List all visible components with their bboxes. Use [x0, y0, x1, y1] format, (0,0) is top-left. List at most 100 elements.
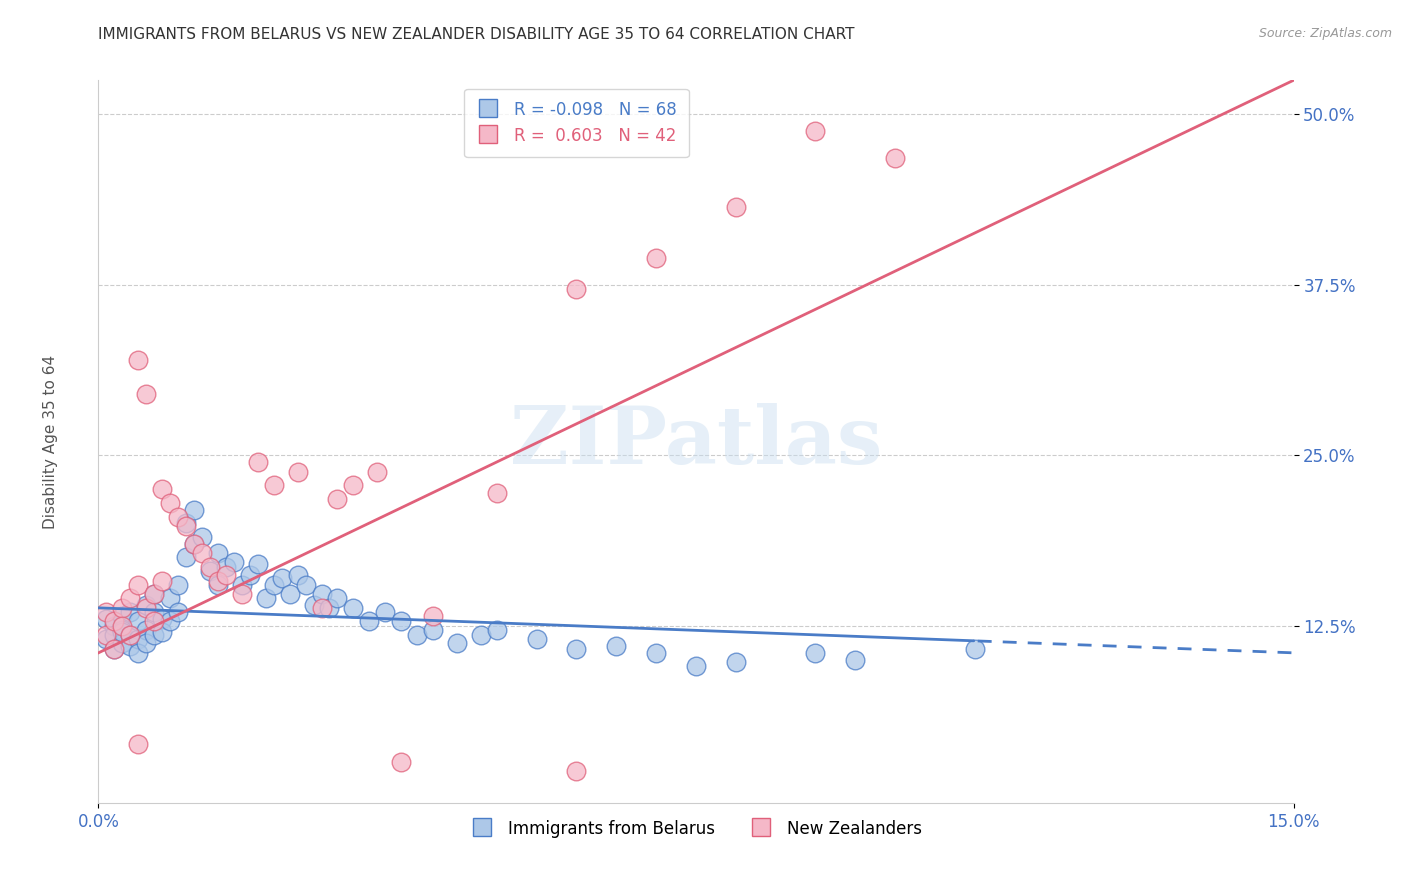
Point [135, 598, 157, 612]
Point [120, 591, 142, 606]
Point [724, 656, 747, 670]
Point [294, 577, 316, 591]
Point [159, 496, 181, 510]
Point [263, 577, 285, 591]
Point [174, 516, 197, 531]
Point [605, 639, 627, 653]
Point [143, 605, 166, 619]
Point [342, 600, 364, 615]
Point [342, 478, 364, 492]
Point [422, 623, 444, 637]
Point [96, 605, 118, 619]
Point [174, 550, 197, 565]
Point [111, 600, 134, 615]
Point [645, 251, 668, 265]
Text: ZIPatlas: ZIPatlas [510, 402, 882, 481]
Point [103, 641, 125, 656]
Point [111, 625, 134, 640]
Point [143, 628, 166, 642]
Point [565, 282, 588, 296]
Point [198, 564, 221, 578]
Point [207, 546, 229, 560]
Point [231, 587, 253, 601]
Point [96, 632, 118, 647]
Point [302, 598, 325, 612]
Point [359, 615, 381, 629]
Point [311, 587, 333, 601]
Point [366, 465, 388, 479]
Point [103, 618, 125, 632]
Point [167, 509, 190, 524]
Point [246, 455, 269, 469]
Point [111, 623, 134, 637]
Point [485, 486, 508, 500]
Point [111, 609, 134, 624]
Point [374, 605, 396, 619]
Point [143, 615, 166, 629]
Point [183, 537, 205, 551]
Point [127, 632, 149, 647]
Point [215, 568, 238, 582]
Point [120, 639, 142, 653]
Point [127, 615, 149, 629]
Point [215, 560, 238, 574]
Point [159, 615, 181, 629]
Point [135, 636, 157, 650]
Point [183, 537, 205, 551]
Point [254, 591, 277, 606]
Point [103, 641, 125, 656]
Point [485, 623, 508, 637]
Point [159, 591, 181, 606]
Point [111, 618, 134, 632]
Point [278, 587, 301, 601]
Point [326, 591, 349, 606]
Point [884, 151, 907, 165]
Point [167, 605, 190, 619]
Point [222, 554, 245, 568]
Point [150, 482, 173, 496]
Point [150, 574, 173, 588]
Point [150, 625, 173, 640]
Point [326, 491, 349, 506]
Point [470, 628, 492, 642]
Text: Source: ZipAtlas.com: Source: ZipAtlas.com [1258, 27, 1392, 40]
Point [174, 519, 197, 533]
Point [120, 605, 142, 619]
Point [127, 352, 149, 367]
Point [150, 612, 173, 626]
Point [406, 628, 429, 642]
Point [844, 653, 866, 667]
Point [167, 577, 190, 591]
Point [103, 615, 125, 629]
Point [135, 387, 157, 401]
Point [526, 632, 548, 647]
Point [191, 546, 214, 560]
Point [198, 560, 221, 574]
Point [120, 628, 142, 642]
Point [685, 659, 707, 673]
Point [422, 609, 444, 624]
Point [270, 571, 292, 585]
Point [565, 764, 588, 779]
Point [446, 636, 468, 650]
Point [389, 755, 412, 769]
Point [804, 124, 827, 138]
Point [191, 530, 214, 544]
Point [287, 465, 309, 479]
Point [207, 577, 229, 591]
Legend: Immigrants from Belarus, New Zealanders: Immigrants from Belarus, New Zealanders [464, 813, 928, 845]
Point [127, 737, 149, 751]
Text: Disability Age 35 to 64: Disability Age 35 to 64 [44, 354, 58, 529]
Point [724, 200, 747, 214]
Point [143, 587, 166, 601]
Point [207, 574, 229, 588]
Point [565, 641, 588, 656]
Point [96, 628, 118, 642]
Point [804, 646, 827, 660]
Point [239, 568, 262, 582]
Point [127, 646, 149, 660]
Text: IMMIGRANTS FROM BELARUS VS NEW ZEALANDER DISABILITY AGE 35 TO 64 CORRELATION CHA: IMMIGRANTS FROM BELARUS VS NEW ZEALANDER… [98, 27, 855, 42]
Point [231, 577, 253, 591]
Point [389, 615, 412, 629]
Point [143, 587, 166, 601]
